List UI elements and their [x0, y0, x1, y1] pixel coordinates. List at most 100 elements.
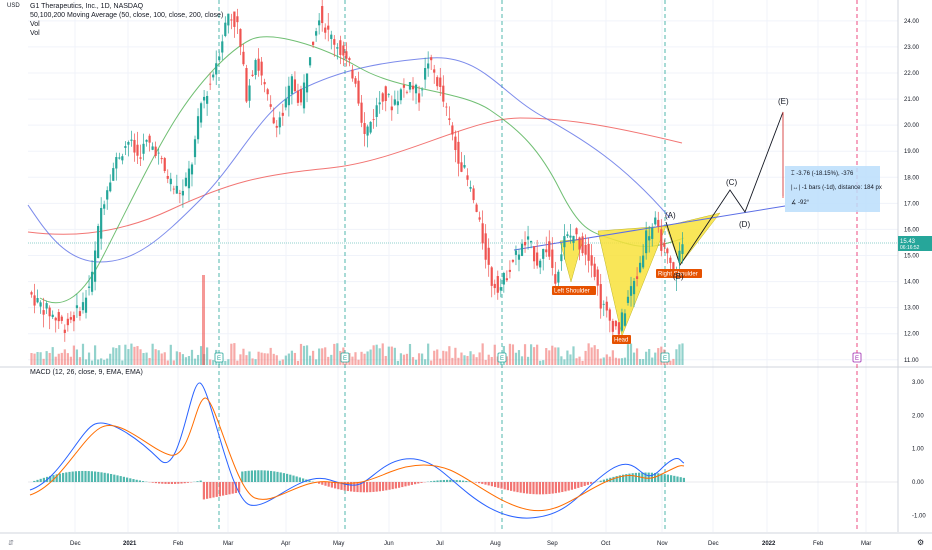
candle-body: [642, 255, 645, 268]
head-fill: [597, 225, 667, 337]
candle-body: [330, 34, 333, 39]
volume-bar: [275, 355, 278, 365]
macd-histogram-bar: [206, 482, 209, 499]
macd-histogram-bar: [570, 482, 573, 490]
volume-bar: [281, 359, 284, 365]
volume-bar: [299, 343, 303, 365]
candle-body: [78, 311, 82, 316]
scroll-arrow-icon[interactable]: ⇵: [8, 540, 14, 547]
volume-bar: [193, 358, 197, 365]
volume-bar: [106, 358, 109, 365]
macd-histogram-bar: [260, 470, 263, 482]
macd-histogram-bar: [372, 482, 375, 492]
macd-legend[interactable]: MACD (12, 26, close, 9, EMA, EMA): [30, 369, 143, 376]
macd-axis-label: 1.00: [912, 447, 924, 453]
volume-bar: [354, 352, 357, 365]
candle-body: [81, 302, 85, 311]
volume-bar: [608, 356, 611, 365]
candle-body: [60, 316, 63, 321]
price-axis-label: 21.00: [904, 97, 920, 103]
candle-body: [439, 77, 442, 87]
signal-line: [29, 397, 685, 512]
macd-histogram-bar: [535, 482, 538, 495]
earnings-marker: [340, 352, 350, 363]
candle-body: [424, 68, 427, 80]
time-axis-label: Aug: [490, 541, 501, 547]
volume-bar: [369, 349, 372, 365]
volume-bar: [284, 355, 287, 365]
candle-body: [42, 310, 45, 315]
volume-bar: [224, 360, 227, 365]
candle-body: [239, 29, 242, 47]
volume-bar: [427, 343, 430, 365]
candle-body: [430, 57, 433, 61]
macd-histogram-bar: [548, 482, 551, 494]
candle-body: [484, 233, 487, 260]
macd-histogram-bar: [532, 482, 535, 495]
candle-body: [502, 272, 505, 285]
volume-bar: [517, 350, 521, 365]
candle-body: [366, 126, 369, 136]
macd-histogram-bar: [513, 482, 516, 492]
volume-bar: [596, 349, 599, 365]
macd-histogram-bar: [270, 470, 273, 482]
candle-body: [281, 112, 284, 116]
macd-histogram-bar: [506, 482, 509, 491]
macd-histogram-bar: [158, 482, 161, 484]
candle-body: [408, 82, 412, 90]
candle-body: [402, 84, 406, 88]
macd-histogram-bar: [522, 482, 525, 494]
time-axis-label: Nov: [657, 541, 668, 547]
macd-histogram-bar: [94, 471, 97, 482]
volume-bar: [396, 360, 399, 365]
macd-histogram-bar: [202, 482, 205, 500]
candle-body: [463, 165, 466, 168]
candle-body: [635, 276, 639, 280]
volume-bar: [100, 358, 103, 365]
volume-bar: [36, 352, 39, 365]
volume-bar: [445, 351, 448, 365]
candle-body: [551, 249, 554, 268]
macd-histogram-bar: [497, 482, 500, 488]
volume-bar: [548, 350, 551, 365]
volume-bar: [436, 349, 439, 365]
volume-bar: [563, 359, 566, 365]
macd-histogram-bar: [404, 482, 407, 487]
candle-body: [212, 74, 215, 78]
candle-body: [118, 157, 121, 159]
candle-body: [629, 286, 633, 296]
volume-bar: [51, 347, 54, 365]
last-price-value: 15.43: [900, 239, 916, 245]
vol-legend-1[interactable]: Vol: [30, 21, 40, 28]
candle-body: [660, 229, 663, 251]
macd-histogram-bar: [177, 482, 180, 484]
event-lines: [218, 0, 858, 532]
macd-histogram-bar: [90, 471, 93, 482]
time-axis-label: Mar: [223, 541, 233, 547]
volume-bar: [166, 360, 169, 365]
time-axis-label: 2022: [762, 541, 776, 547]
candle-body: [251, 74, 254, 76]
gear-icon[interactable]: ⚙: [917, 538, 925, 547]
candle-body: [172, 188, 175, 190]
candle-body: [336, 47, 339, 49]
volume-bar: [408, 343, 412, 365]
volume-bar: [508, 343, 512, 365]
macd-histogram-bar: [554, 482, 557, 494]
time-axis-label: 2021: [123, 541, 137, 547]
symbol-title[interactable]: G1 Therapeutics, Inc., 1D, NASDAQ: [30, 3, 144, 10]
macd-histogram-bar: [449, 479, 452, 482]
ma-legend[interactable]: 50,100,200 Moving Average (50, close, 10…: [30, 12, 224, 19]
vol-legend-2[interactable]: Vol: [30, 30, 40, 37]
last-price-tag: [898, 236, 932, 251]
measure-angle: ∡ -92°: [791, 200, 810, 206]
macd-histogram-bar: [574, 482, 577, 489]
macd-histogram-bar: [215, 482, 218, 497]
volume-bar: [372, 345, 375, 365]
candle-body: [296, 90, 300, 103]
volume-bar: [505, 356, 508, 365]
candle-body: [493, 283, 496, 289]
macd-histogram-bar: [631, 473, 634, 482]
volume-bar: [575, 358, 578, 365]
